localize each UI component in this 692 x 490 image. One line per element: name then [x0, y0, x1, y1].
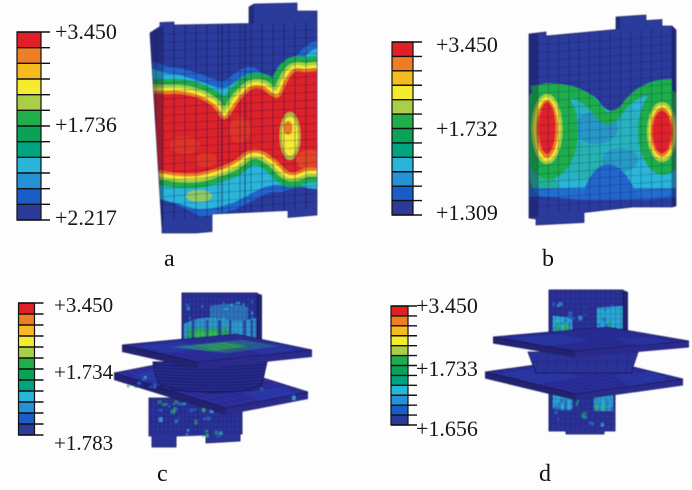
svg-text:+1.734: +1.734 [54, 360, 114, 384]
svg-text:+1.732: +1.732 [436, 116, 498, 141]
svg-text:d: d [539, 461, 551, 487]
svg-text:+2.217: +2.217 [55, 205, 117, 230]
svg-text:+1.733: +1.733 [416, 356, 478, 381]
svg-text:c: c [157, 461, 168, 487]
svg-text:+3.450: +3.450 [55, 19, 117, 44]
svg-text:+1.656: +1.656 [416, 416, 478, 441]
svg-text:+3.450: +3.450 [54, 293, 113, 317]
svg-text:+3.450: +3.450 [436, 32, 498, 57]
svg-text:+1.783: +1.783 [54, 431, 113, 455]
svg-text:b: b [542, 246, 554, 272]
svg-text:+3.450: +3.450 [416, 293, 478, 318]
svg-text:+1.309: +1.309 [436, 200, 498, 225]
svg-text:+1.736: +1.736 [55, 112, 117, 137]
svg-text:a: a [164, 246, 175, 272]
